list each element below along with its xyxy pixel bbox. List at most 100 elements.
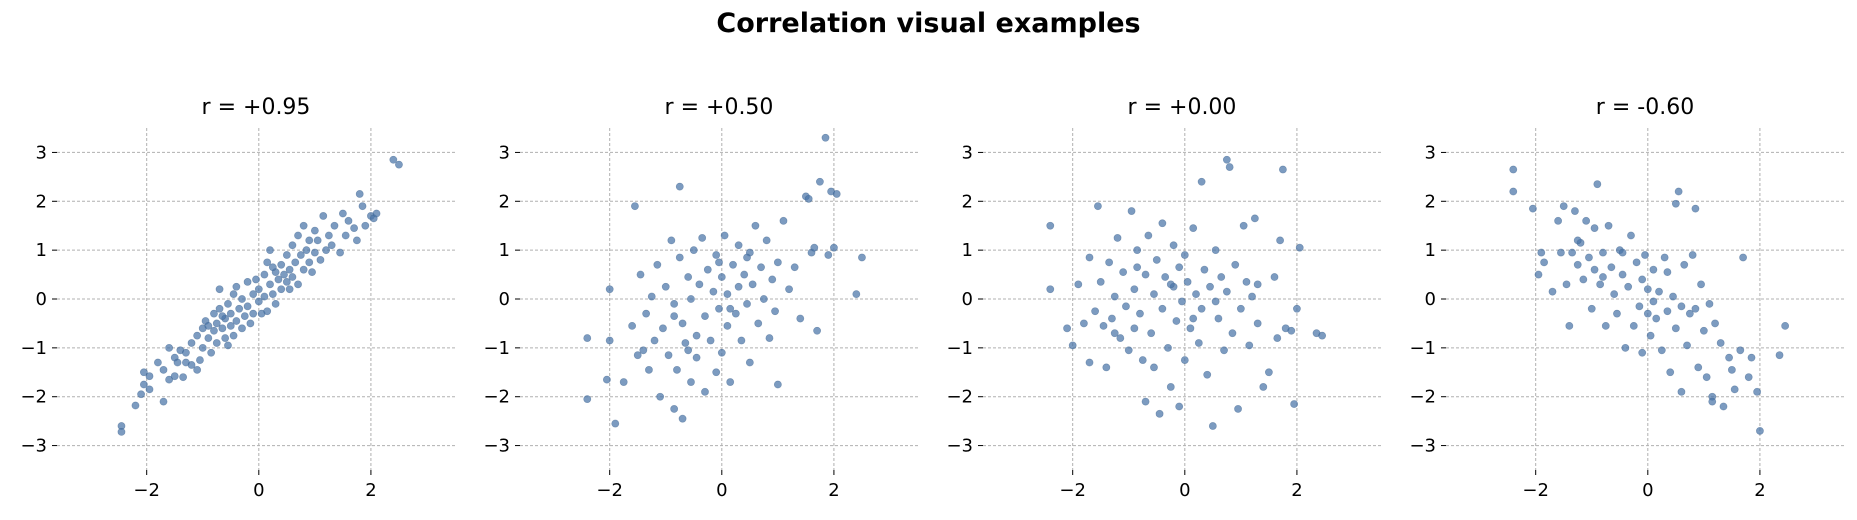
scatter-point (1599, 273, 1607, 281)
scatter-point (229, 290, 238, 299)
scatter-point (1074, 280, 1083, 289)
scatter-point (1214, 314, 1223, 323)
scatter-point (751, 221, 760, 230)
scatter-point (1108, 314, 1116, 323)
scatter-point (1671, 199, 1680, 208)
scatter-point (1192, 290, 1200, 299)
scatter-point (263, 307, 272, 316)
y-tick-label: 1 (499, 240, 510, 261)
scatter-point (737, 336, 746, 345)
scatter-point (1671, 324, 1680, 333)
scatter-point (684, 346, 693, 355)
scatter-point (327, 241, 336, 250)
scatter-point (681, 339, 690, 347)
scatter-point (218, 324, 227, 333)
scatter-point (743, 253, 751, 262)
y-tick-label: 2 (499, 191, 510, 212)
scatter-point (813, 326, 821, 335)
scatter-point (1080, 319, 1088, 328)
scatter-point (659, 324, 667, 333)
scatter-point (282, 277, 291, 286)
scatter-point (1568, 248, 1577, 257)
scatter-point (145, 372, 154, 381)
scatter-point (159, 397, 168, 406)
scatter-point (1105, 258, 1114, 267)
scatter-point (701, 312, 709, 320)
scatter-point (243, 277, 252, 286)
scatter-point (1085, 358, 1094, 367)
scatter-point (1063, 324, 1071, 333)
scatter-point (673, 365, 681, 374)
y-tick-label: 3 (1425, 142, 1436, 163)
scatter-point (656, 392, 665, 401)
scatter-point (1245, 341, 1254, 350)
scatter-point (353, 236, 361, 245)
scatter-point (1652, 314, 1661, 323)
scatter-point (605, 285, 614, 294)
scatter-point (645, 365, 653, 374)
scatter-point (154, 358, 162, 367)
y-tick-label: −1 (483, 338, 510, 359)
scatter-point (762, 236, 771, 245)
scatter-point (1775, 351, 1784, 360)
scatter-point (1596, 280, 1605, 289)
scatter-point (1250, 214, 1259, 223)
scatter-point (238, 295, 246, 303)
scatter-point (1094, 202, 1102, 211)
scatter-point (1141, 270, 1150, 279)
scatter-point (288, 241, 297, 250)
scatter-point (734, 241, 743, 250)
scatter-point (1099, 321, 1108, 330)
scatter-point (717, 348, 726, 357)
scatter-point (731, 309, 740, 318)
scatter-point (1110, 329, 1119, 338)
scatter-point (1150, 363, 1158, 372)
scatter-point (712, 251, 721, 259)
scatter-point (263, 258, 272, 267)
scatter-point (266, 280, 274, 289)
scatter-point (361, 221, 370, 230)
scatter-point (1694, 363, 1703, 372)
y-tick-label: 2 (36, 191, 47, 212)
scatter-point (1222, 287, 1231, 296)
scatter-point (1635, 302, 1644, 311)
scatter-point (310, 226, 319, 235)
scatter-point (1753, 387, 1762, 396)
scatter-point (715, 258, 723, 267)
scatter-point (1509, 165, 1518, 174)
scatter-point (268, 290, 277, 299)
scatter-point (1540, 258, 1548, 267)
scatter-point (182, 348, 190, 357)
scatter-point (692, 353, 701, 362)
scatter-point (1744, 373, 1753, 382)
scatter-point (1585, 253, 1593, 262)
scatter-point (830, 243, 838, 252)
scatter-point (757, 263, 765, 272)
scatter-point (796, 314, 805, 323)
scatter-point (296, 251, 305, 259)
scatter-point (252, 275, 260, 284)
x-tick-label: 0 (1179, 480, 1190, 501)
scatter-point (1183, 277, 1192, 286)
scatter-point (1150, 290, 1158, 299)
scatter-point (639, 346, 648, 355)
scatter-point (1290, 400, 1299, 408)
scatter-point (1649, 265, 1658, 274)
scatter-point (1646, 331, 1655, 340)
scatter-point (1130, 285, 1139, 294)
scatter-point (1781, 321, 1790, 330)
scatter-point (1197, 304, 1206, 313)
scatter-point (372, 209, 381, 218)
scatter-point (232, 317, 241, 325)
scatter-point (294, 280, 302, 289)
scatter-point (692, 331, 701, 340)
scatter-point (1186, 324, 1195, 333)
x-tick-label: −2 (133, 480, 160, 501)
scatter-point (1537, 248, 1546, 257)
scatter-panel-4: r = -0.60 −3 −2 −1 0 1 2 3 −2 0 2 (1409, 95, 1844, 501)
scatter-point (249, 309, 258, 318)
scatter-point (1068, 341, 1077, 350)
scatter-point (605, 336, 614, 345)
scatter-point (139, 380, 148, 389)
scatter-point (1669, 292, 1677, 301)
